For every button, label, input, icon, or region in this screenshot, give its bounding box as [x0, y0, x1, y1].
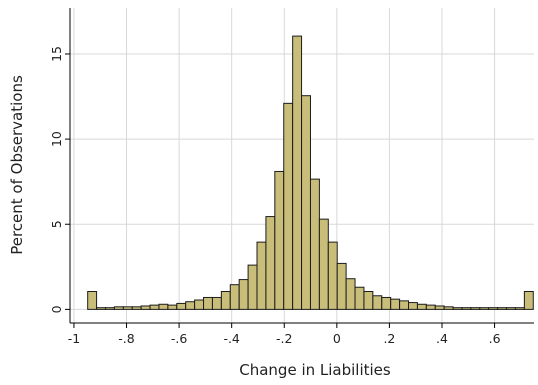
- x-tick-label: 0: [333, 331, 341, 346]
- histogram-bar: [497, 307, 508, 310]
- histogram-bar: [309, 178, 320, 310]
- histogram-bar: [185, 301, 196, 310]
- bars: [87, 35, 534, 310]
- histogram-bar: [425, 304, 436, 310]
- histogram-bar: [408, 302, 418, 310]
- histogram-bar: [506, 307, 516, 310]
- y-tick-label: 5: [49, 220, 64, 228]
- x-tick-label: -.6: [171, 331, 187, 346]
- histogram-bar: [416, 303, 427, 310]
- y-tick-label: 10: [49, 131, 64, 147]
- x-tick-label: -.8: [118, 331, 134, 346]
- histogram-bar: [131, 306, 142, 310]
- histogram-bar: [122, 306, 133, 310]
- histogram-bar: [461, 307, 472, 310]
- histogram-bar: [434, 305, 445, 310]
- x-tick-label: .4: [436, 331, 448, 346]
- histogram-bar: [149, 304, 160, 310]
- histogram-bar: [140, 305, 151, 310]
- histogram-bar: [247, 264, 258, 310]
- histogram-bar: [399, 300, 410, 310]
- histogram-bar: [301, 95, 311, 310]
- histogram-bar: [363, 291, 374, 310]
- histogram-bar: [318, 218, 329, 310]
- y-axis-title: Percent of Observations: [8, 75, 26, 255]
- histogram-bar: [443, 306, 454, 310]
- histogram-bar: [176, 302, 187, 310]
- histogram-bar: [167, 304, 178, 310]
- histogram-bar: [203, 296, 213, 310]
- histogram-bar: [113, 306, 124, 310]
- histogram-bar: [488, 307, 499, 310]
- histogram-bar: [105, 307, 115, 310]
- histogram-bar: [238, 279, 249, 310]
- histogram-bar: [256, 241, 267, 310]
- histogram-bar: [96, 307, 106, 310]
- histogram-bar: [470, 307, 481, 310]
- histogram-bar: [265, 216, 276, 310]
- histogram-bar: [158, 303, 169, 310]
- y-tick-label: 15: [49, 46, 64, 62]
- histogram-bar: [452, 307, 463, 310]
- x-tick-label: -.4: [223, 331, 239, 346]
- histogram-bar: [283, 102, 294, 310]
- x-axis-title: Change in Liabilities: [239, 361, 391, 379]
- histogram-bar: [327, 241, 338, 310]
- axes: [69, 8, 534, 324]
- histogram-bar: [211, 296, 222, 310]
- x-tick-label: .6: [489, 331, 501, 346]
- histogram-bar: [514, 307, 525, 310]
- x-tick-label: -.2: [276, 331, 292, 346]
- histogram-bar: [345, 278, 356, 310]
- histogram-bar: [354, 286, 365, 310]
- histogram-bar: [390, 298, 401, 310]
- histogram-bar: [336, 262, 347, 310]
- histogram-bar: [372, 295, 383, 310]
- histogram-bar: [523, 291, 534, 310]
- histogram-bar: [87, 291, 98, 310]
- histogram-bar: [274, 170, 285, 310]
- histogram-bar: [229, 284, 240, 310]
- x-tick-label: .2: [383, 331, 395, 346]
- histogram-bar: [220, 291, 231, 310]
- x-tick-label: -1: [68, 331, 80, 346]
- histogram-bar: [292, 35, 303, 310]
- histogram-bar: [479, 307, 490, 310]
- ticks: -1 -.8 -.6 -.4 -.2 0 .2 .4 .6 0 5 10 15: [49, 46, 501, 346]
- histogram-bar: [381, 296, 392, 310]
- histogram-bar: [194, 299, 205, 310]
- y-tick-label: 0: [49, 305, 64, 313]
